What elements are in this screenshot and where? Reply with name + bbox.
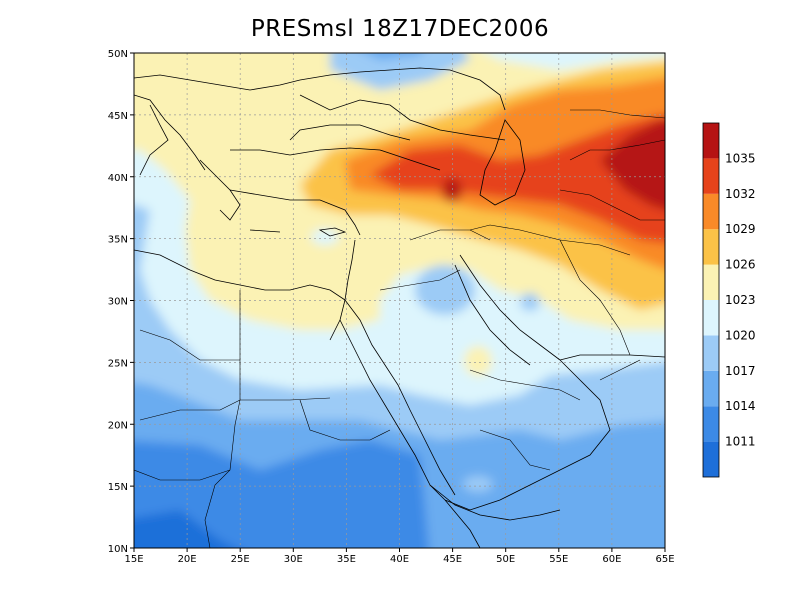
- lon-tick-label: 15E: [124, 554, 143, 565]
- pressure-field: [134, 53, 665, 548]
- colorbar-segment: [703, 264, 719, 300]
- lat-tick-label: 40N: [108, 173, 128, 184]
- colorbar-label: 1026: [725, 258, 756, 272]
- lat-tick-label: 10N: [108, 544, 128, 555]
- colorbar-segment: [703, 335, 719, 371]
- pocket-1020: [311, 229, 339, 245]
- band-1011: [134, 440, 429, 548]
- colorbar-segment: [703, 193, 719, 230]
- colorbar-segment: [703, 300, 719, 336]
- colorbar-segment: [703, 229, 719, 265]
- colorbar-label: 1029: [725, 222, 756, 236]
- colorbar-frame: [702, 122, 720, 478]
- lon-tick-label: 20E: [178, 554, 197, 565]
- band-1035: [600, 119, 665, 210]
- lon-tick-label: 40E: [390, 554, 409, 565]
- colorbar-label: 1020: [725, 328, 756, 342]
- pressure-bands: [134, 53, 665, 548]
- colorbar-label: 1017: [725, 364, 756, 378]
- colorbar-label: 1011: [725, 435, 756, 449]
- lon-tick-label: 30E: [284, 554, 303, 565]
- pocket-north-deep: [366, 53, 422, 60]
- lat-tick-label: 45N: [108, 111, 128, 122]
- country-borders: [134, 109, 665, 548]
- colorbar-segment: [703, 123, 719, 159]
- colorbar-label: 1035: [725, 151, 756, 165]
- colorbar-segment: [703, 441, 719, 477]
- lat-tick-label: 25N: [108, 358, 128, 369]
- lon-tick-label: 50E: [496, 554, 515, 565]
- band-below-1011: [134, 510, 236, 548]
- lat-lon-grid: [134, 53, 665, 548]
- lon-tick-label: 25E: [231, 554, 250, 565]
- map-title: PRESmsl 18Z17DEC2006: [250, 16, 550, 42]
- pocket-1017-b: [520, 293, 540, 311]
- lon-tick-label: 35E: [337, 554, 356, 565]
- caucasus-1035: [442, 178, 462, 202]
- pocket-north: [330, 53, 470, 90]
- lat-tick-label: 15N: [108, 482, 128, 493]
- pocket-1023: [464, 346, 492, 376]
- lon-tick-label: 60E: [602, 554, 621, 565]
- colorbar-segment: [703, 370, 719, 407]
- lat-tick-label: 35N: [108, 235, 128, 246]
- colorbar-label: 1023: [725, 293, 756, 307]
- lon-tick-label: 45E: [443, 554, 462, 565]
- coastlines: [134, 67, 665, 548]
- lon-tick-labels: 15E 20E 25E 30E 35E 40E 45E 50E 55E 60E 65E: [124, 548, 675, 565]
- colorbar-segment: [703, 406, 719, 442]
- band-1032: [370, 115, 665, 244]
- lat-tick-labels: 10N 15N 20N 25N 30N 35N 40N 45N 50N: [108, 49, 134, 555]
- lat-tick-label: 30N: [108, 297, 128, 308]
- colorbar-label: 1014: [725, 399, 756, 413]
- colorbar-segment: [703, 158, 719, 194]
- colorbar-label: 1032: [725, 187, 756, 201]
- lon-tick-label: 55E: [549, 554, 568, 565]
- lat-tick-label: 50N: [108, 49, 128, 60]
- lat-tick-label: 20N: [108, 420, 128, 431]
- pocket-1017-c: [463, 476, 493, 492]
- colorbar: 1011 1014 1017 1020 1023 1026 1029 1032 1035: [702, 122, 756, 478]
- lon-tick-label: 65E: [655, 554, 674, 565]
